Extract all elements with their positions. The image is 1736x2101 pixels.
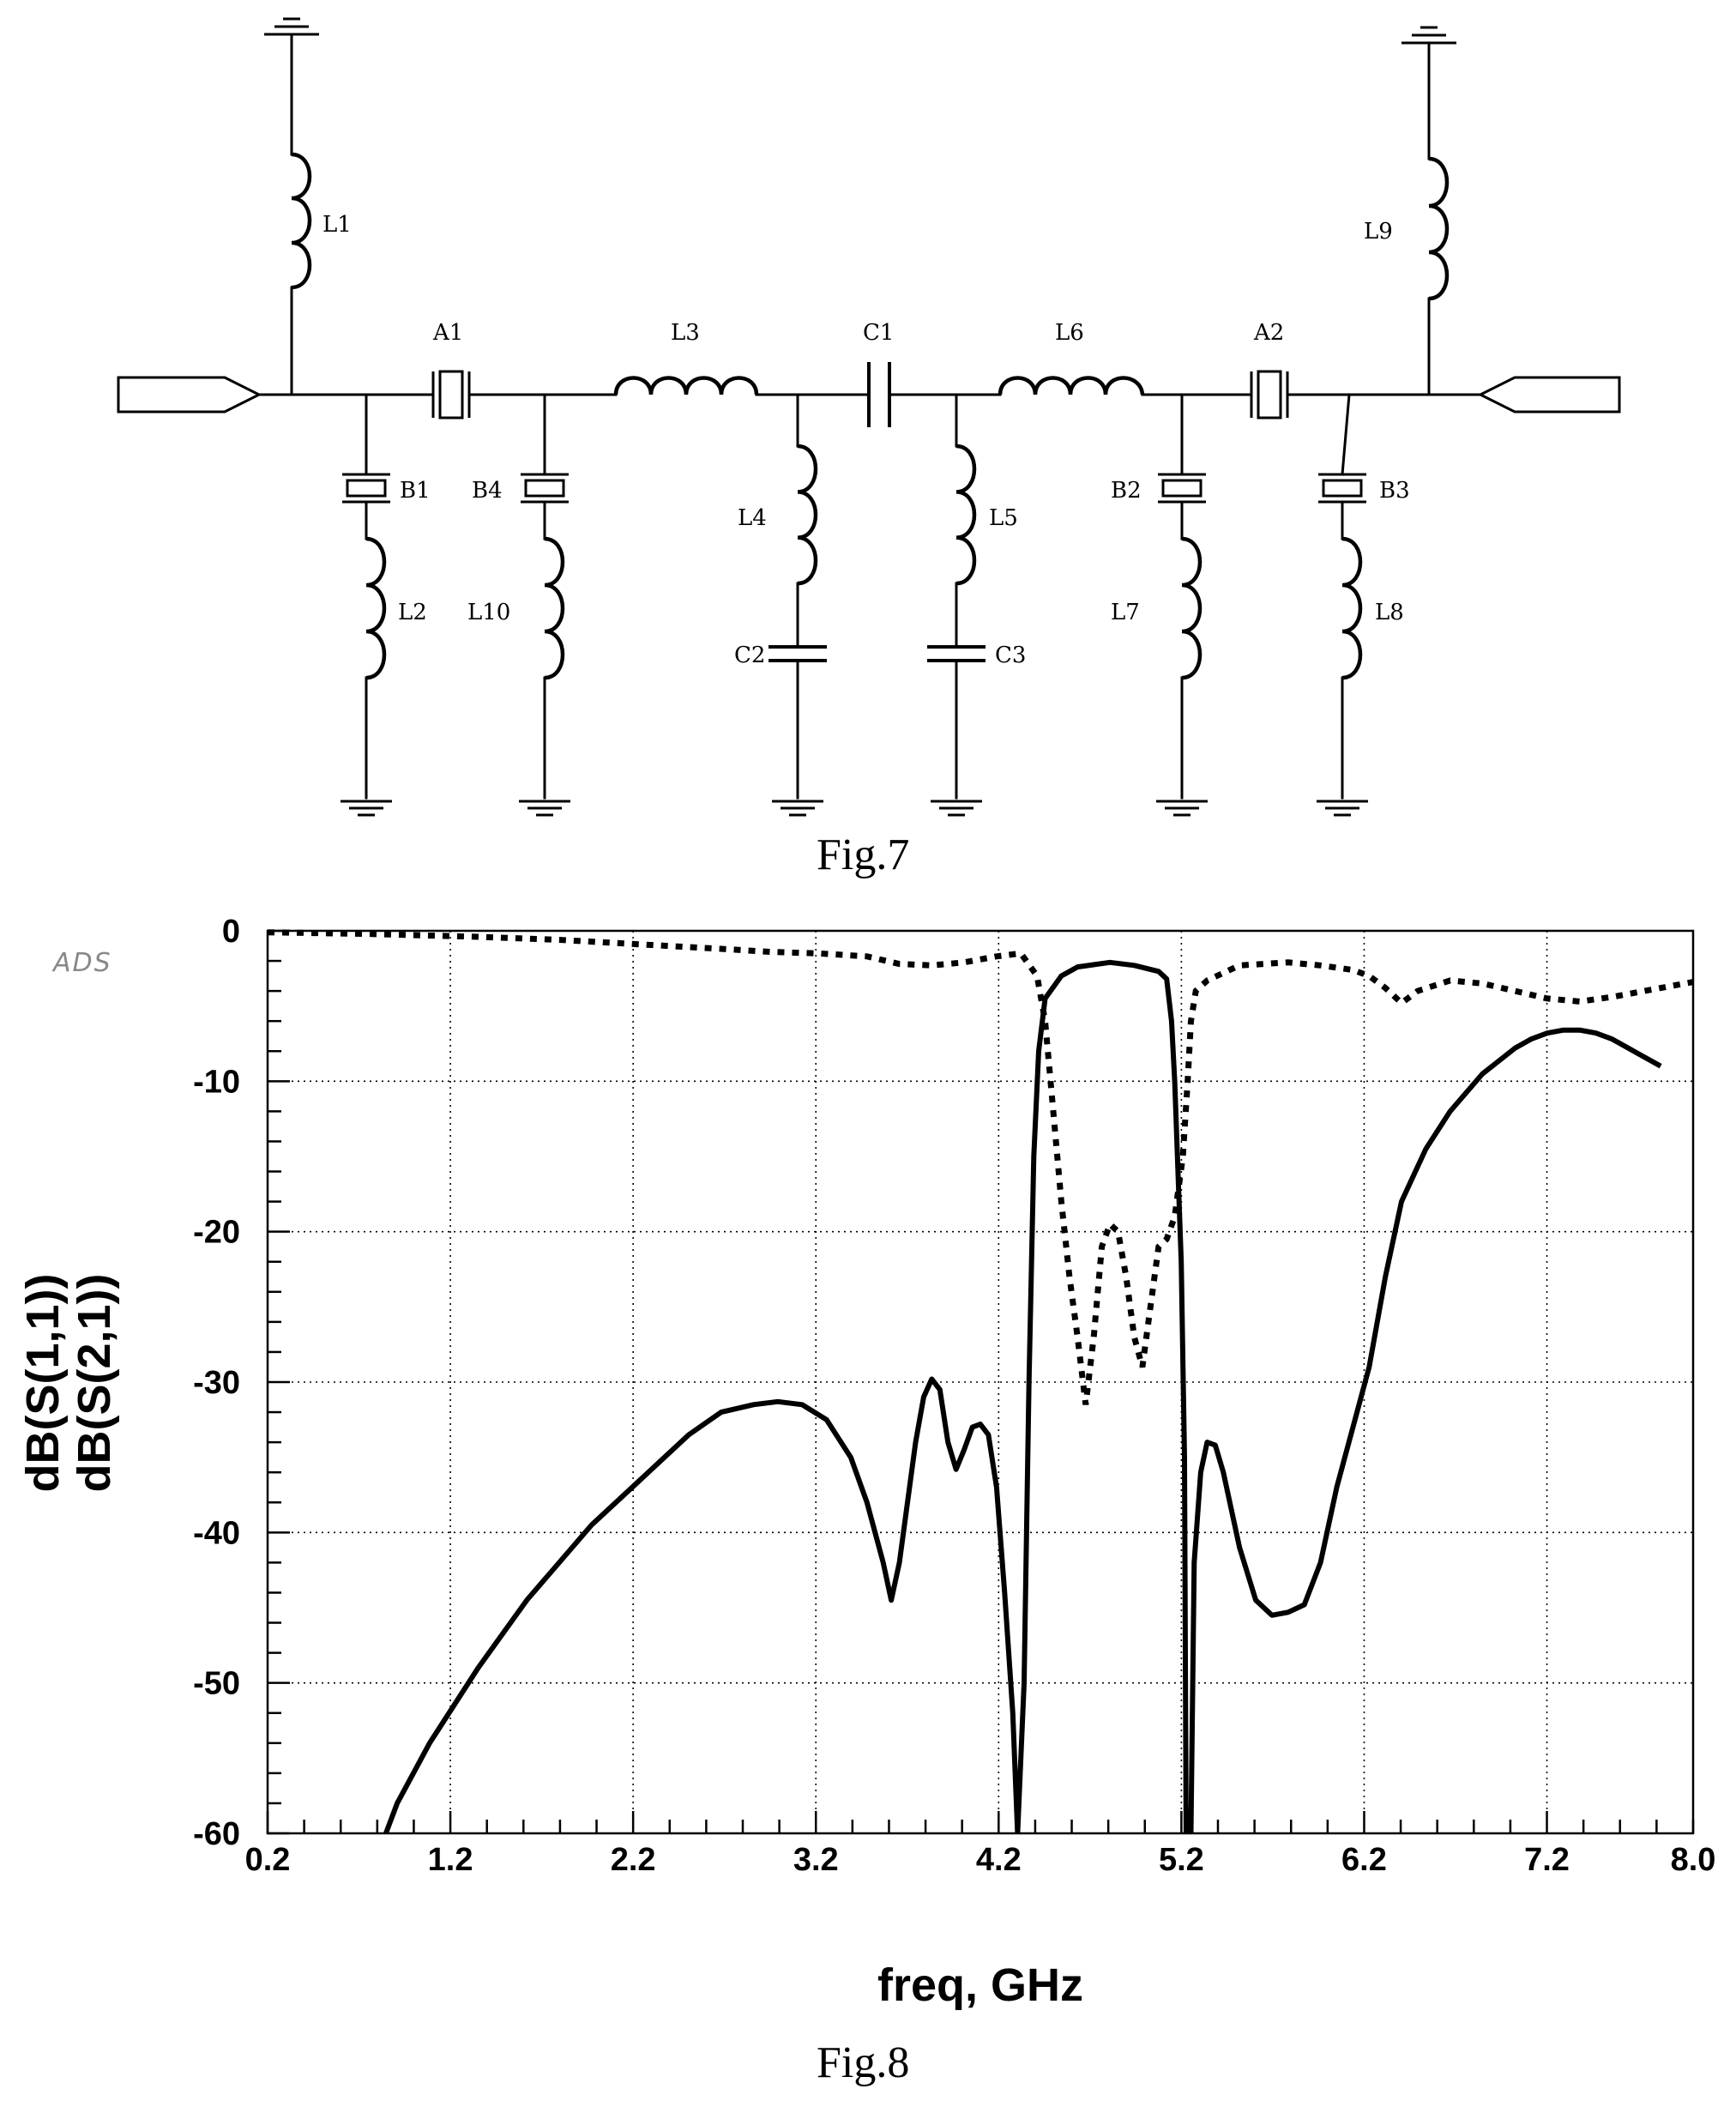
inductor-l3 — [613, 376, 759, 395]
label-l4: L4 — [738, 505, 767, 531]
y-tick-label: -50 — [193, 1666, 240, 1702]
x-tick-label: 0.2 — [245, 1842, 291, 1878]
label-l8: L8 — [1375, 600, 1404, 625]
plot-grid — [268, 931, 1693, 1833]
circuit-schematic: L1 L9 A1 A2 L3 C1 L6 B1 B4 L2 L10 L4 C2 … — [117, 17, 1621, 879]
shunt-b3-l8 — [1317, 393, 1368, 817]
x-tick-label: 8.0 — [1671, 1842, 1716, 1878]
label-a1: A1 — [432, 320, 463, 346]
label-l2: L2 — [398, 600, 427, 625]
resonator-a2 — [1250, 370, 1289, 420]
series-s21-line — [383, 959, 1662, 1833]
x-tick-label: 1.2 — [428, 1842, 473, 1878]
label-l9: L9 — [1364, 219, 1393, 245]
label-b1: B1 — [400, 478, 431, 504]
label-l1: L1 — [322, 212, 352, 238]
label-b2: B2 — [1111, 478, 1142, 504]
plot-curves — [268, 929, 1693, 1833]
series-s11-line — [268, 929, 1693, 1405]
inductor-l6 — [998, 376, 1145, 395]
ads-logo: ADS — [51, 948, 112, 978]
s-parameter-plot: ADS 0.2 1.2 2.2 3.2 4.2 5.2 6.2 7.2 8.0 0 -10 -20 -3… — [17, 914, 1715, 2087]
y-tick-label: -20 — [193, 1215, 240, 1251]
label-l7: L7 — [1111, 600, 1140, 625]
label-c2: C2 — [734, 643, 765, 668]
shunt-b2-l7 — [1156, 393, 1208, 817]
shunt-b1-l2 — [341, 393, 392, 817]
axis-ticks: 0.2 1.2 2.2 3.2 4.2 5.2 6.2 7.2 8.0 0 -10 -20 -30 -40… — [193, 914, 1715, 1878]
label-c3: C3 — [995, 643, 1026, 668]
shunt-b4-l10 — [519, 393, 570, 817]
capacitor-c1 — [867, 362, 891, 427]
label-l5: L5 — [989, 505, 1018, 531]
label-b3: B3 — [1379, 478, 1410, 504]
y-axis-label-s21: dB(S(2,1)) — [69, 1274, 120, 1493]
fig7-caption: Fig.7 — [817, 830, 909, 879]
label-c1: C1 — [863, 320, 894, 346]
branch-l1 — [264, 17, 319, 396]
label-l6: L6 — [1055, 320, 1084, 346]
y-tick-label: -60 — [193, 1816, 240, 1852]
x-tick-label: 4.2 — [976, 1842, 1022, 1878]
label-a2: A2 — [1253, 320, 1284, 346]
y-tick-label: -10 — [193, 1064, 240, 1100]
x-tick-label: 5.2 — [1159, 1842, 1204, 1878]
y-axis-label-s11: dB(S(1,1)) — [17, 1274, 69, 1493]
output-port — [1477, 376, 1621, 414]
label-l10: L10 — [467, 600, 510, 625]
x-tick-label: 6.2 — [1341, 1842, 1387, 1878]
fig8-caption: Fig.8 — [817, 2038, 909, 2087]
label-b4: B4 — [472, 478, 503, 504]
x-axis-label: freq, GHz — [877, 1959, 1083, 2011]
resonator-a1 — [431, 370, 471, 420]
shunt-l5-c3 — [927, 393, 986, 817]
plot-frame — [266, 929, 1695, 1835]
x-tick-label: 2.2 — [611, 1842, 656, 1878]
input-port — [117, 376, 262, 414]
x-tick-label: 3.2 — [793, 1842, 839, 1878]
y-tick-label: -30 — [193, 1365, 240, 1401]
x-tick-label: 7.2 — [1524, 1842, 1570, 1878]
label-l3: L3 — [671, 320, 700, 346]
y-tick-label: -40 — [193, 1515, 240, 1551]
y-tick-label: 0 — [222, 914, 240, 950]
branch-l9 — [1401, 26, 1456, 396]
shunt-branches — [341, 393, 1368, 817]
shunt-l4-c2 — [769, 393, 827, 817]
